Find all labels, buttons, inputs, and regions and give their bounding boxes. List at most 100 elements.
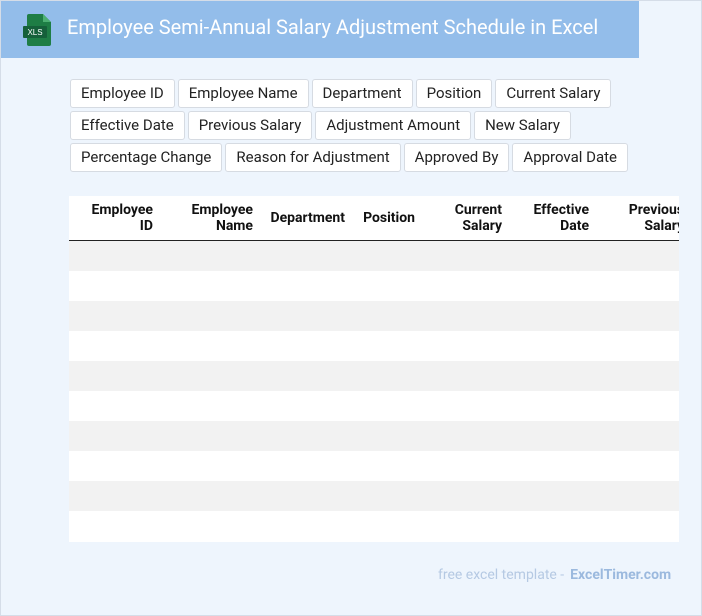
tag: Employee Name [177, 79, 309, 108]
table-grid: Employee ID Employee Name Department Positi… [69, 196, 679, 541]
table-cell [161, 421, 261, 451]
table-cell [261, 331, 353, 361]
tag: Percentage Change [70, 143, 223, 172]
table-cell [261, 451, 353, 481]
table-row [69, 331, 679, 361]
icon-label: XLS [27, 28, 42, 37]
table-cell [69, 361, 161, 391]
column-header: Effective Date [510, 196, 597, 241]
table-cell [353, 421, 423, 451]
tag-row: Percentage Change Reason for Adjustment Ap… [70, 143, 628, 172]
table-cell [261, 391, 353, 421]
table-cell [261, 240, 353, 271]
table-cell [510, 271, 597, 301]
header-row: Employee ID Employee Name Department Positi… [69, 196, 679, 241]
table-cell [597, 301, 679, 331]
column-header: Position [353, 196, 423, 241]
tag: Employee ID [70, 79, 175, 108]
table-cell [423, 331, 510, 361]
table-cell [597, 511, 679, 541]
table-cell [161, 331, 261, 361]
table-cell [597, 240, 679, 271]
table-cell [69, 511, 161, 541]
tag-row: Employee ID Employee Name Department Positi… [70, 79, 628, 108]
table-cell [353, 271, 423, 301]
table-cell [161, 301, 261, 331]
table-cell [161, 271, 261, 301]
table-cell [161, 240, 261, 271]
table-cell [69, 391, 161, 421]
table-cell [423, 240, 510, 271]
footer-text: free excel template - [438, 567, 565, 583]
table-cell [423, 391, 510, 421]
table-cell [423, 421, 510, 451]
footer: free excel template - ExcelTimer.com [438, 567, 671, 583]
tag: Current Salary [495, 79, 612, 108]
table-body [69, 240, 679, 542]
table-row [69, 511, 679, 541]
table-cell [510, 361, 597, 391]
table-cell [353, 240, 423, 271]
table-cell [597, 331, 679, 361]
tag: Department [311, 79, 413, 108]
table-cell [510, 451, 597, 481]
table-cell [261, 361, 353, 391]
footer-site[interactable]: ExcelTimer.com [570, 567, 672, 583]
table-cell [423, 271, 510, 301]
tag: Adjustment Amount [315, 111, 472, 140]
table-cell [161, 391, 261, 421]
table-cell [353, 481, 423, 511]
table-cell [353, 331, 423, 361]
table-cell [510, 240, 597, 271]
table-cell [69, 271, 161, 301]
title: Employee Semi-Annual Salary Adjustment S… [67, 15, 599, 39]
table-cell [161, 361, 261, 391]
table-cell [597, 421, 679, 451]
table-cell [597, 481, 679, 511]
tag-row: Effective Date Previous Salary Adjustment … [70, 111, 628, 140]
tag: Previous Salary [187, 111, 313, 140]
table-cell [510, 391, 597, 421]
table-cell [261, 421, 353, 451]
table-cell [353, 451, 423, 481]
column-header: Employee ID [69, 196, 161, 241]
table-cell [510, 331, 597, 361]
table-cell [510, 481, 597, 511]
table-cell [161, 451, 261, 481]
tag: Approved By [403, 143, 510, 172]
table-cell [69, 301, 161, 331]
table-cell [69, 481, 161, 511]
table-cell [353, 391, 423, 421]
table-cell [69, 331, 161, 361]
table-row [69, 271, 679, 301]
table-cell [161, 481, 261, 511]
table-row [69, 361, 679, 391]
tag-list: Employee ID Employee Name Department Positi… [70, 79, 628, 175]
table-row [69, 240, 679, 271]
table-cell [597, 451, 679, 481]
file-icon: XLS [23, 14, 51, 46]
table-row [69, 451, 679, 481]
table-cell [261, 511, 353, 541]
table-cell [597, 391, 679, 421]
column-header: Current Salary [423, 196, 510, 241]
table-cell [597, 271, 679, 301]
table-cell [261, 301, 353, 331]
column-header: Department [261, 196, 353, 241]
table-cell [510, 511, 597, 541]
tag: Effective Date [70, 111, 185, 140]
tag: Position [415, 79, 493, 108]
column-header: Employee Name [161, 196, 261, 241]
table: Employee ID Employee Name Department Positi… [69, 196, 679, 542]
table-cell [69, 240, 161, 271]
table-row [69, 481, 679, 511]
table-cell [423, 361, 510, 391]
table-cell [353, 301, 423, 331]
table-cell [353, 511, 423, 541]
table-row [69, 391, 679, 421]
table-cell [597, 361, 679, 391]
table-cell [423, 481, 510, 511]
table-cell [69, 451, 161, 481]
table-cell [161, 511, 261, 541]
